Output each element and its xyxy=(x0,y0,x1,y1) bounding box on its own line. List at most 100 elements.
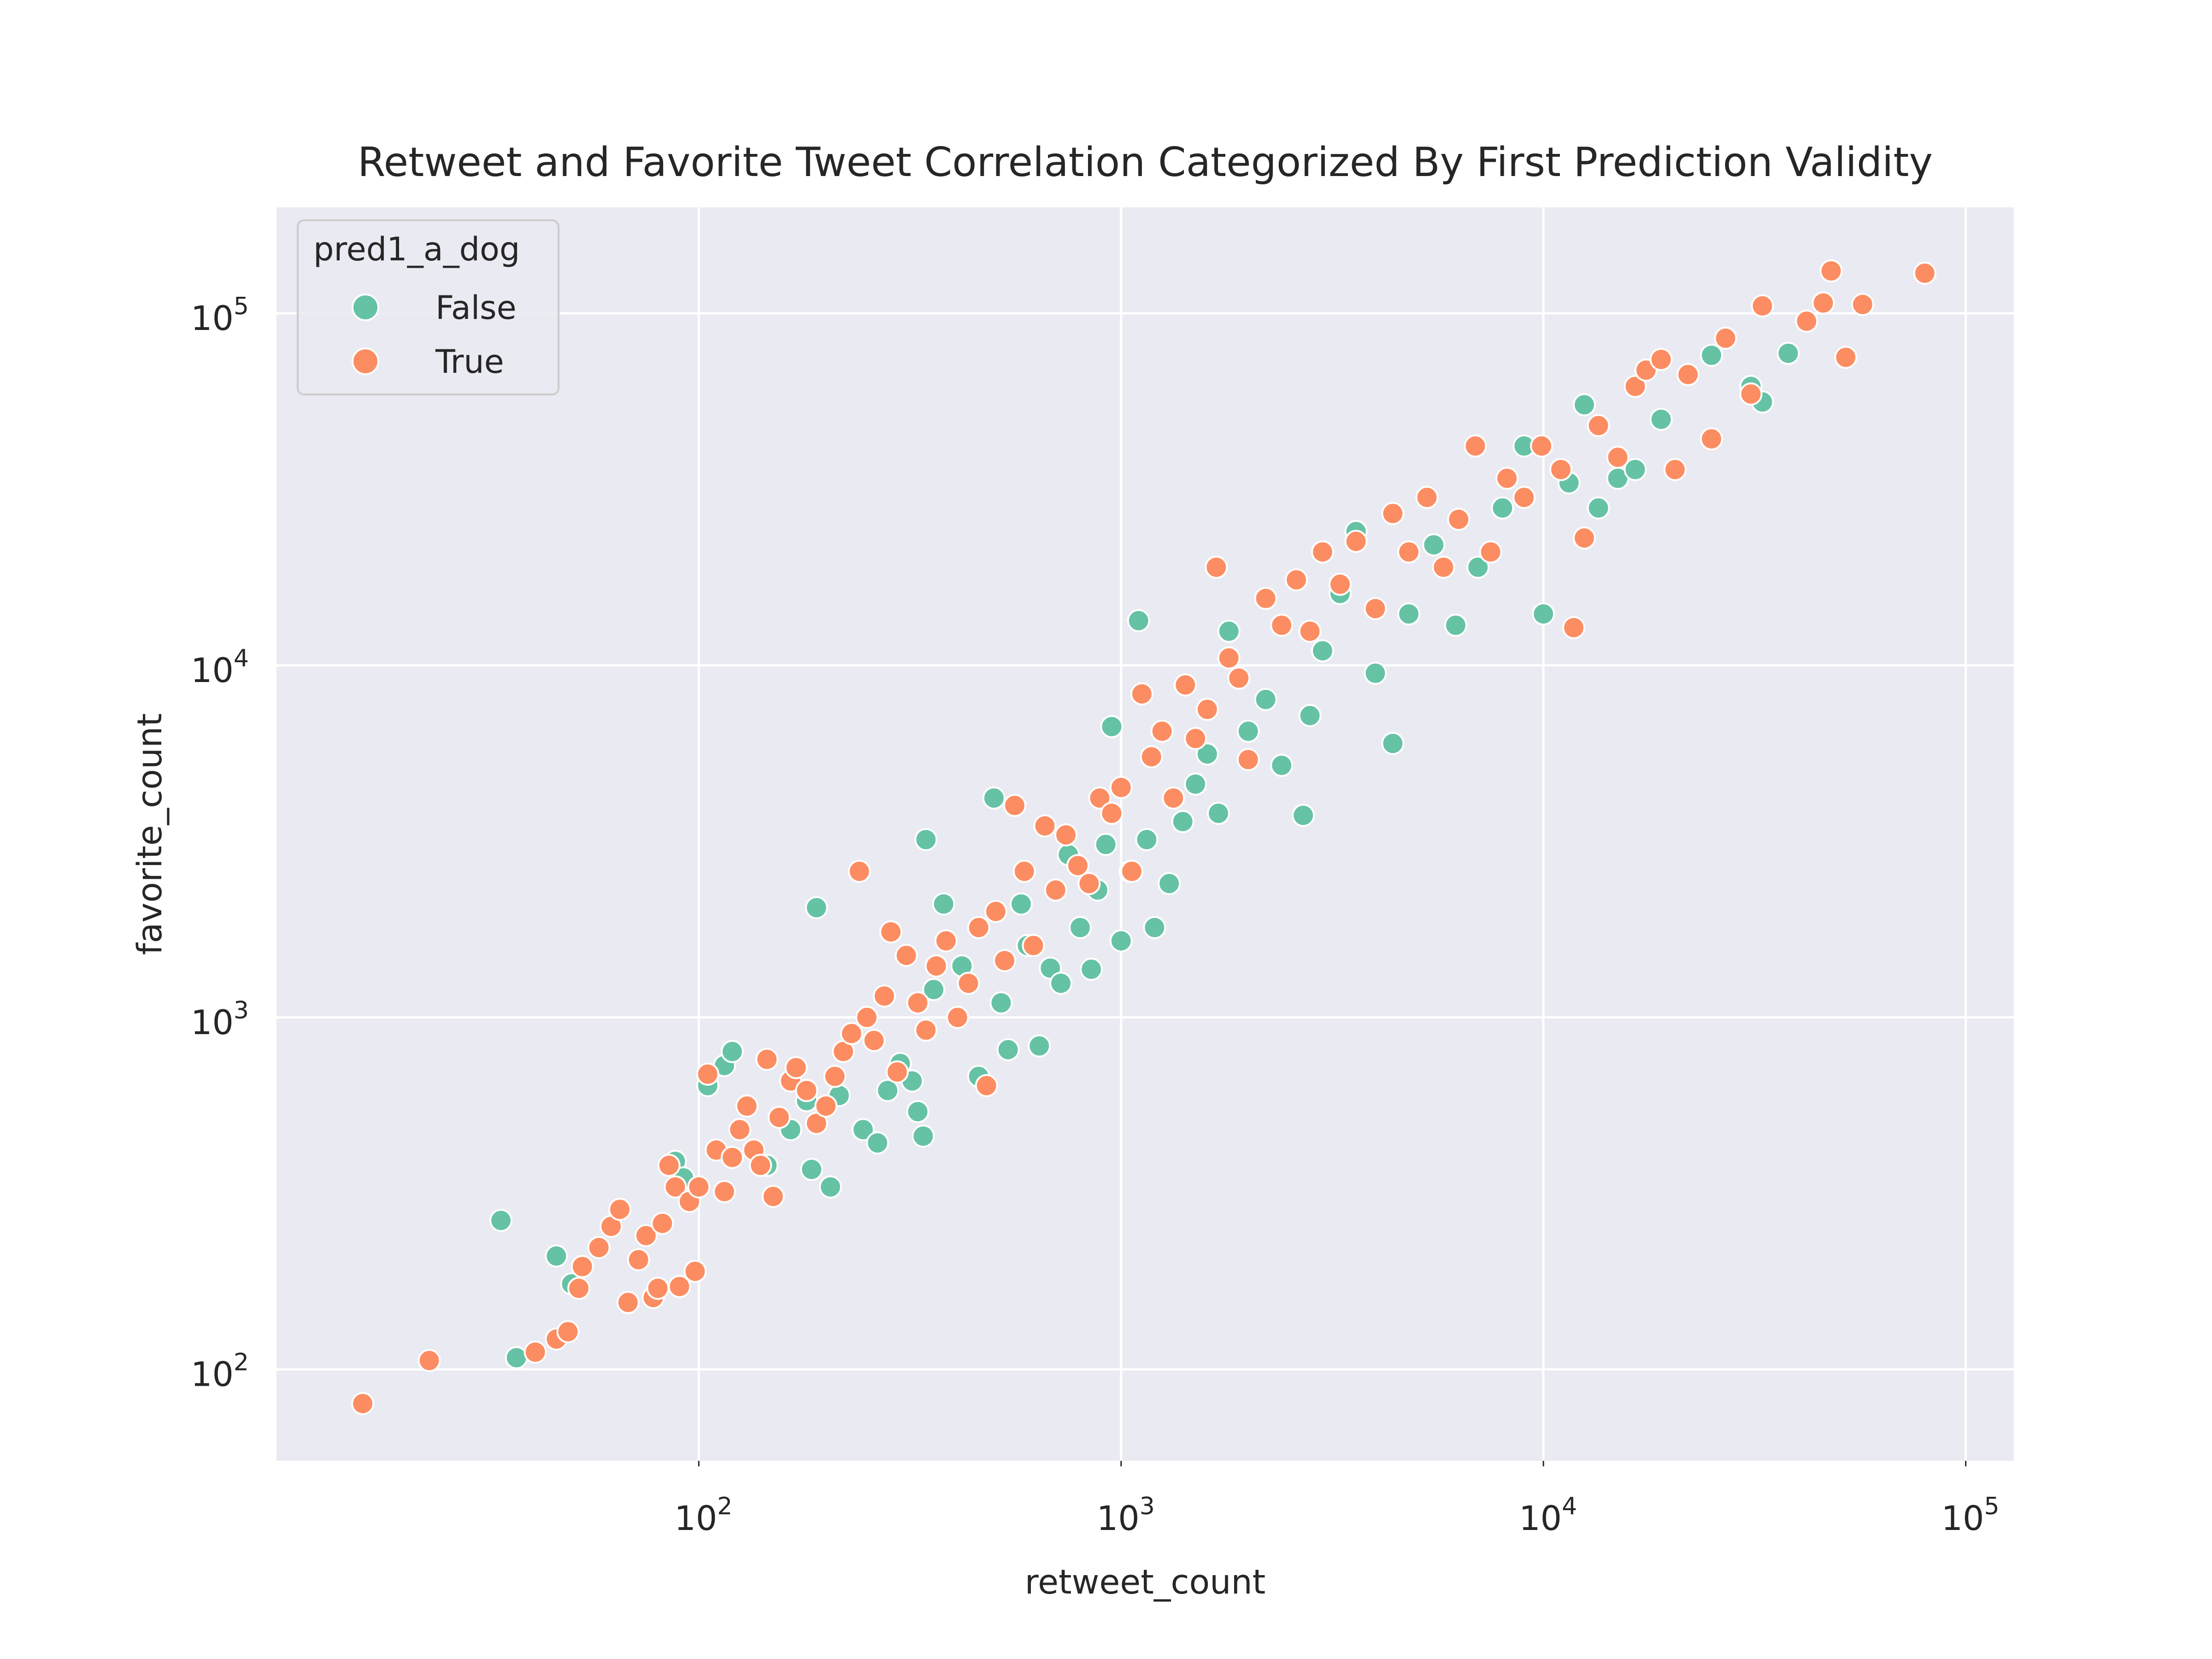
data-point xyxy=(1700,427,1723,451)
legend-marker-false xyxy=(352,294,379,321)
data-point xyxy=(1819,259,1843,282)
data-point xyxy=(1236,748,1260,771)
data-point xyxy=(946,1006,969,1029)
data-point xyxy=(800,1158,824,1181)
data-point xyxy=(1207,801,1230,825)
data-point xyxy=(1077,872,1101,895)
data-point xyxy=(657,1153,681,1177)
data-point xyxy=(1397,540,1421,564)
data-point xyxy=(1549,458,1573,481)
data-point xyxy=(1162,786,1185,810)
y-tick-label: 104 xyxy=(191,645,249,690)
data-point xyxy=(1010,892,1033,916)
data-point xyxy=(819,1175,842,1199)
data-point xyxy=(1311,639,1334,663)
data-point xyxy=(1512,486,1536,509)
grid xyxy=(276,207,2014,1461)
data-point xyxy=(1739,382,1763,406)
data-point xyxy=(922,978,946,1001)
data-point xyxy=(1447,507,1471,531)
axis-ticks: 102 103 104 105 102 103 104 105 xyxy=(191,293,2000,1538)
data-point xyxy=(634,1224,658,1247)
data-point xyxy=(1109,929,1133,953)
data-point xyxy=(1022,934,1045,957)
data-points xyxy=(351,259,1936,1415)
data-point xyxy=(1080,958,1103,981)
data-point xyxy=(1777,341,1800,365)
data-point xyxy=(1270,753,1294,777)
legend-label-false: False xyxy=(435,289,517,327)
data-point xyxy=(814,1094,838,1118)
data-point xyxy=(696,1062,719,1086)
legend: pred1_a_dog False True xyxy=(297,219,559,395)
data-point xyxy=(1054,823,1077,847)
data-point xyxy=(1184,727,1207,750)
data-point xyxy=(1397,602,1421,626)
data-point xyxy=(1495,466,1519,490)
data-point xyxy=(755,1047,779,1071)
data-point xyxy=(1100,715,1124,738)
data-point xyxy=(914,1018,938,1042)
legend-label-true: True xyxy=(435,343,504,381)
data-point xyxy=(608,1198,631,1221)
data-point xyxy=(873,984,896,1008)
data-point xyxy=(784,1056,808,1079)
data-point xyxy=(914,828,938,851)
data-point xyxy=(1298,704,1322,727)
data-point xyxy=(721,1146,744,1169)
data-point xyxy=(1066,854,1089,877)
data-point xyxy=(1285,568,1308,592)
data-point xyxy=(545,1244,568,1268)
data-point xyxy=(1344,529,1368,553)
data-point xyxy=(885,1060,909,1084)
series-true xyxy=(351,259,1936,1415)
data-point xyxy=(1491,496,1514,520)
data-point xyxy=(866,1131,889,1155)
data-point xyxy=(996,1038,1020,1061)
data-point xyxy=(1587,414,1610,437)
data-point xyxy=(646,1277,670,1300)
data-point xyxy=(1751,294,1774,318)
data-point xyxy=(1140,745,1163,769)
data-point xyxy=(1100,801,1124,825)
data-point xyxy=(668,1275,691,1298)
data-point xyxy=(1532,602,1555,626)
data-point xyxy=(524,1341,547,1364)
data-point xyxy=(651,1212,674,1235)
data-point xyxy=(1573,393,1596,417)
data-point xyxy=(876,1079,900,1102)
data-point xyxy=(823,1065,847,1088)
data-point xyxy=(1049,971,1073,995)
data-point xyxy=(683,1259,707,1283)
data-point xyxy=(1217,619,1241,643)
data-point xyxy=(862,1029,886,1052)
x-axis-label: retweet_count xyxy=(1025,1563,1266,1602)
data-point xyxy=(989,991,1013,1015)
data-point xyxy=(1069,916,1092,939)
data-point xyxy=(713,1180,736,1203)
data-point xyxy=(687,1175,711,1199)
data-point xyxy=(1217,646,1241,670)
x-tick-label: 104 xyxy=(1519,1493,1577,1538)
data-point xyxy=(1795,310,1818,333)
data-point xyxy=(1270,613,1294,637)
data-point xyxy=(735,1094,759,1118)
data-point xyxy=(1700,344,1723,367)
data-point xyxy=(912,1124,935,1148)
data-point xyxy=(1329,572,1352,596)
data-point xyxy=(1812,291,1835,315)
data-point xyxy=(1120,859,1143,883)
data-point xyxy=(1171,810,1194,833)
data-point xyxy=(721,1040,744,1063)
data-point xyxy=(934,929,958,953)
data-point xyxy=(1649,407,1673,431)
data-point xyxy=(1913,261,1936,285)
data-point xyxy=(1834,346,1858,369)
data-point xyxy=(1109,776,1133,799)
data-point xyxy=(1174,673,1197,697)
data-point xyxy=(1606,446,1630,469)
data-point xyxy=(1464,434,1487,458)
x-tick-label: 102 xyxy=(674,1493,732,1538)
legend-marker-true xyxy=(352,347,379,375)
